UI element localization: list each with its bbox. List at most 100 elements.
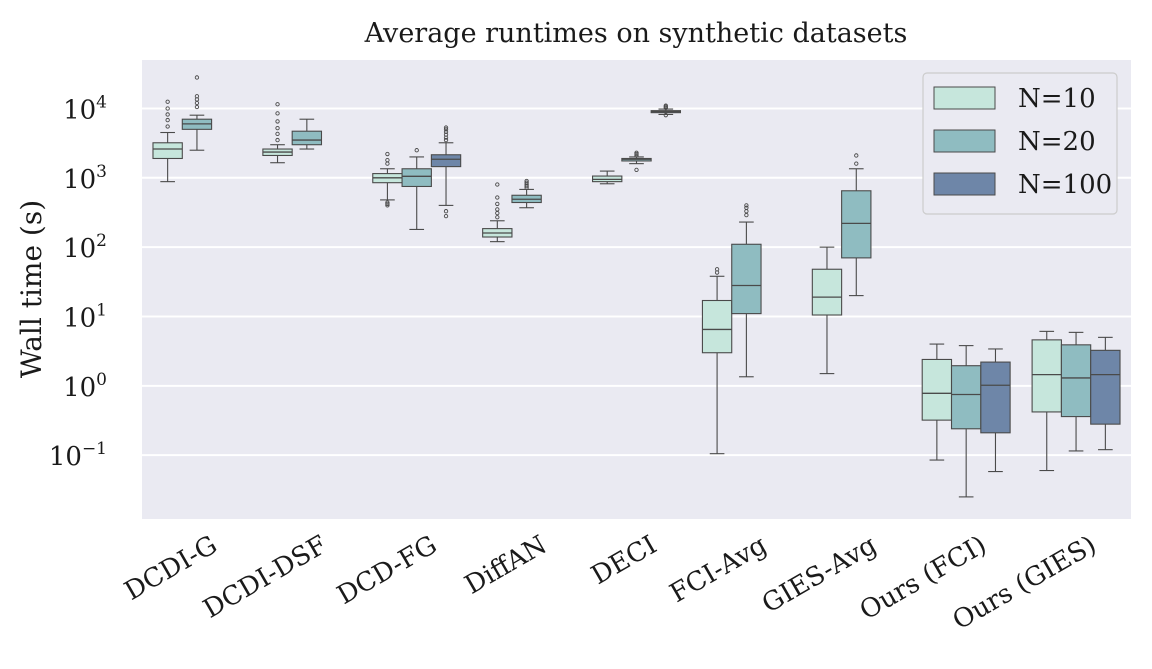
outlier-point <box>663 113 668 118</box>
box-iqr <box>1031 339 1062 413</box>
outlier-point <box>165 112 170 117</box>
box-iqr <box>950 365 982 430</box>
y-tick-label: 101 <box>63 300 107 333</box>
outlier-point <box>634 153 639 158</box>
box-iqr <box>291 130 323 146</box>
outlier-point <box>495 195 500 200</box>
outlier-point <box>495 201 500 207</box>
y-tick-label: 100 <box>63 370 107 403</box>
outlier-point <box>165 124 170 129</box>
legend-label-n20: N=20 <box>1018 127 1096 157</box>
outlier-point <box>744 205 749 210</box>
box-dcd-fg-n-20 <box>401 148 432 230</box>
outlier-point <box>165 106 170 111</box>
outlier-point <box>443 125 449 130</box>
outlier-point <box>275 126 280 131</box>
outlier-point <box>443 129 449 134</box>
outlier-point <box>414 148 419 153</box>
outlier-point <box>634 150 639 155</box>
box-deci-n-20 <box>621 150 652 173</box>
outlier-point <box>854 153 859 158</box>
x-tick-label: FCI-Avg <box>665 530 772 609</box>
outlier-point <box>385 157 390 163</box>
outlier-point <box>165 99 170 104</box>
box-iqr <box>731 243 762 315</box>
box-deci-n-10 <box>591 170 623 185</box>
outlier-point <box>854 161 859 166</box>
box-iqr <box>430 154 462 168</box>
legend-swatch-n10 <box>933 86 996 110</box>
box-iqr <box>921 358 953 421</box>
box-iqr <box>980 361 1011 434</box>
outlier-point <box>443 137 449 143</box>
x-tick-label: DiffAN <box>460 530 552 601</box>
y-tick-label: 10−1 <box>49 439 107 472</box>
box-dcd-fg-n-100 <box>430 125 462 219</box>
box-dcdi-g-n-10 <box>152 99 183 183</box>
box-fci-avg-n-20 <box>731 203 762 378</box>
outlier-point <box>194 94 200 99</box>
legend-label-n100: N=100 <box>1018 170 1112 200</box>
box-ours-gies-n-20 <box>1060 331 1092 452</box>
box-fci-avg-n-10 <box>701 267 733 455</box>
box-gies-avg-n-10 <box>811 246 843 375</box>
y-tick-label: 102 <box>63 231 107 264</box>
outlier-point <box>524 180 529 185</box>
box-dcdi-dsf-n-10 <box>262 102 293 164</box>
box-plots <box>152 75 1121 498</box>
outlier-point <box>744 212 749 218</box>
outlier-point <box>194 75 200 80</box>
box-iqr <box>701 299 733 354</box>
box-diffan-n-20 <box>511 178 542 209</box>
outlier-point <box>495 182 500 187</box>
outlier-point <box>275 119 280 124</box>
y-tick-label: 104 <box>63 92 107 125</box>
box-ours-gies-n-100 <box>1090 336 1121 451</box>
y-axis-ticks: 10−1 100 101 102 103 104 <box>49 92 107 472</box>
outlier-point <box>443 213 449 219</box>
outlier-point <box>744 203 749 208</box>
legend-swatch-n20 <box>933 129 996 153</box>
box-iqr <box>1060 344 1092 418</box>
outlier-point <box>495 215 500 220</box>
x-tick-label: DCD-FG <box>332 530 442 611</box>
legend-swatch-n100 <box>933 172 996 196</box>
legend: N=10 N=20 N=100 <box>922 72 1118 215</box>
box-ours-fci-n-100 <box>980 348 1011 473</box>
box-iqr <box>811 268 843 316</box>
outlier-point <box>634 167 639 173</box>
x-tick-label: DCDI-DSF <box>198 530 332 625</box>
outlier-point <box>275 131 280 137</box>
outlier-point <box>524 178 529 184</box>
box-dcdi-dsf-n-20 <box>291 118 323 150</box>
box-iqr <box>841 190 872 259</box>
outlier-point <box>194 104 200 110</box>
box-diffan-n-10 <box>482 182 513 243</box>
box-gies-avg-n-20 <box>841 153 872 297</box>
box-iqr <box>1090 349 1121 425</box>
outlier-point <box>663 103 668 108</box>
box-dcd-fg-n-10 <box>372 151 403 208</box>
box-ours-gies-n-10 <box>1031 330 1062 472</box>
box-iqr <box>401 168 432 188</box>
legend-label-n10: N=10 <box>1018 84 1096 114</box>
outlier-point <box>385 203 390 208</box>
outlier-point <box>275 102 280 107</box>
x-tick-label: DECI <box>586 530 662 591</box>
box-deci-n-100 <box>650 103 682 118</box>
outlier-point <box>443 209 449 214</box>
outlier-point <box>165 117 170 123</box>
y-tick-label: 103 <box>63 162 107 195</box>
y-axis-label: Wall time (s) <box>15 200 48 378</box>
box-iqr <box>152 142 183 160</box>
outlier-point <box>495 207 500 212</box>
outlier-point <box>443 132 449 137</box>
outlier-point <box>385 200 390 205</box>
outlier-point <box>634 151 639 157</box>
chart-title: Average runtimes on synthetic datasets <box>364 18 908 49</box>
outlier-point <box>714 267 720 272</box>
outlier-point <box>275 137 280 143</box>
outlier-point <box>275 111 280 116</box>
